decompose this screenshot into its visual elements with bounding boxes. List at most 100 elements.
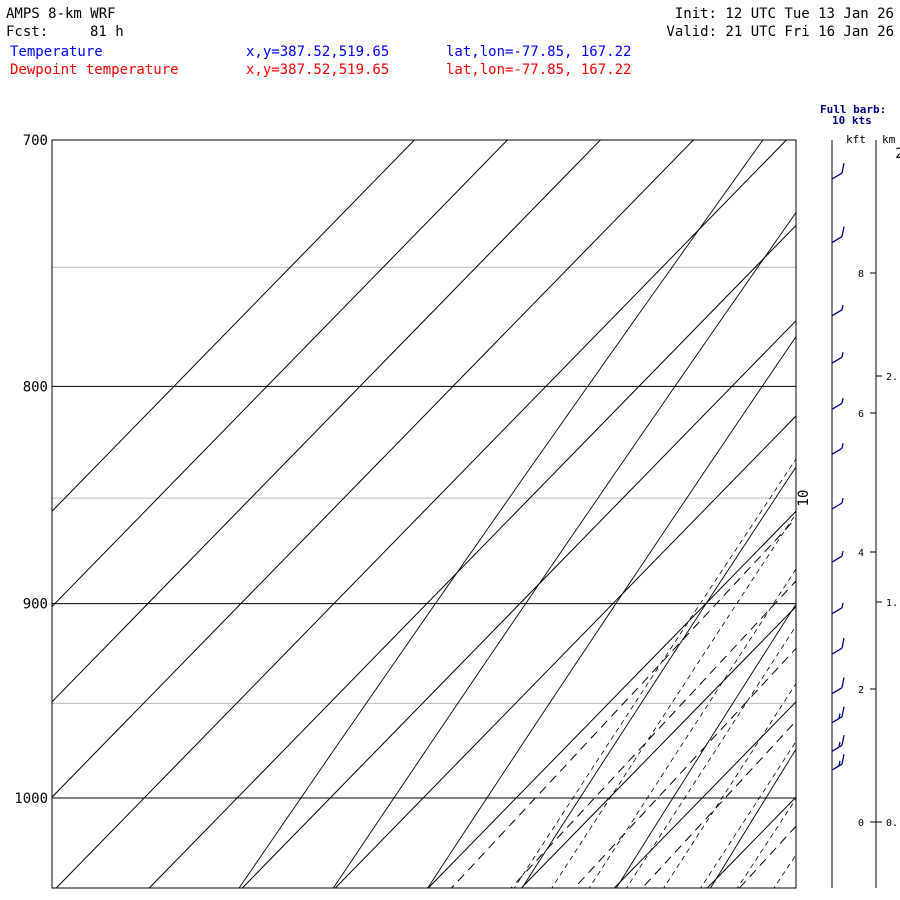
wind-barb-flag [841, 226, 845, 237]
model-title: AMPS 8-km WRF [6, 6, 116, 22]
valid-time: Valid: 21 UTC Fri 16 Jan 26 [666, 24, 894, 40]
wind-barb-half-flag [841, 602, 844, 608]
wind-barb-shaft [831, 402, 843, 410]
pressure-tick-label: 700 [23, 133, 48, 149]
wind-barb-half-flag [841, 551, 844, 557]
wind-barb-shaft [831, 716, 843, 724]
dry-adiabat-line [521, 466, 796, 888]
wind-barb [831, 497, 844, 510]
wind-barb [831, 638, 845, 655]
pressure-tick-label: 1000 [14, 791, 48, 807]
legend-dewpoint-name: Dewpoint temperature [10, 62, 179, 78]
wind-barb [831, 162, 845, 180]
isotherm-line [334, 415, 796, 888]
potential-temperature-label: 220 [895, 146, 900, 162]
isotherm-line [55, 140, 788, 888]
wind-barb [831, 735, 845, 752]
dewpoint-profile-line [882, 140, 900, 761]
legend-dewpoint-latlon: lat,lon=-77.85, 167.22 [446, 62, 632, 78]
isotherm-line [520, 605, 796, 888]
kft-tick-label: 4 [858, 548, 864, 559]
moist-adiabat-label: 10 [796, 490, 812, 507]
barb-legend-line1: Full barb: [820, 103, 887, 116]
kft-tick-label: 0 [858, 818, 864, 829]
km-tick-label: 1. [886, 598, 898, 609]
wind-barb-shaft [831, 447, 843, 455]
wind-barb [831, 551, 844, 563]
isotherm-line [52, 140, 695, 798]
wind-barb-flag [841, 638, 845, 649]
km-axis-label: km [882, 133, 896, 146]
wind-barb-shaft [831, 235, 843, 244]
dry-adiabat-line [710, 748, 796, 888]
dry-adiabat-line [427, 335, 796, 888]
isotherm-line [148, 224, 796, 888]
wind-barb-shaft [831, 647, 843, 655]
wind-barb-shaft [831, 763, 843, 771]
isotherm-line [613, 701, 796, 888]
wind-barb-half-flag [841, 497, 844, 504]
legend-temperature-xy: x,y=387.52,519.65 [246, 44, 390, 60]
legend-dewpoint-xy: x,y=387.52,519.65 [246, 62, 390, 78]
init-time: Init: 12 UTC Tue 13 Jan 26 [674, 6, 894, 22]
isotherm-line [241, 319, 796, 888]
km-tick-label: 2. [886, 372, 898, 383]
isotherm-line [427, 510, 796, 888]
wind-barb [831, 677, 845, 695]
wind-barb-shaft [831, 555, 843, 563]
wind-barb [831, 706, 845, 724]
legend-temperature-name: Temperature [10, 44, 103, 60]
barb-legend-line2: 10 kts [832, 114, 872, 127]
forecast-hour: 81 h [90, 24, 124, 40]
kft-tick-label: 6 [858, 409, 864, 420]
wind-barb [831, 602, 844, 615]
temperature-profile-line [882, 140, 900, 761]
wind-barb-flag [841, 162, 845, 174]
wind-barb [831, 398, 844, 410]
wind-barb-half-flag [841, 398, 844, 404]
wind-barb-shaft [831, 172, 843, 180]
wind-barb [831, 753, 845, 771]
mixing-ratio-line [450, 517, 796, 888]
wind-barb-flag [841, 735, 845, 746]
wind-barb-flag [841, 753, 845, 765]
wind-barb-half-flag [838, 741, 841, 748]
wind-barb-shaft [831, 607, 843, 615]
km-tick-label: 0. [886, 818, 898, 829]
wind-barb-shaft [831, 687, 843, 695]
wind-barb-shaft [831, 502, 843, 510]
pressure-tick-label: 900 [23, 597, 48, 613]
mixing-ratio-line [510, 580, 796, 888]
plot-frame [51, 139, 797, 889]
isotherm-line [52, 140, 509, 608]
kft-tick-label: 2 [858, 685, 864, 696]
forecast-label: Fcst: [6, 24, 49, 40]
wind-barb [831, 352, 844, 364]
wind-barb-shaft [831, 309, 843, 317]
wind-barb [831, 304, 844, 317]
isotherm-line [52, 140, 416, 512]
wind-barb-shaft [831, 744, 843, 752]
wind-barb-half-flag [838, 760, 841, 767]
wind-barb [831, 443, 844, 455]
wind-barb-half-flag [841, 443, 844, 449]
wind-barb-shaft [831, 356, 843, 364]
wind-barb-half-flag [841, 304, 844, 310]
isotherm-line [52, 140, 602, 703]
wind-barb-flag [841, 706, 845, 717]
moist-adiabat-line [513, 458, 796, 888]
plot-background [52, 140, 796, 888]
dry-adiabat-line [615, 603, 796, 888]
kft-axis-label: kft [846, 133, 866, 146]
mixing-ratio-line [573, 647, 796, 888]
dry-adiabat-line [238, 140, 764, 888]
wind-barb-flag [841, 677, 845, 688]
kft-tick-label: 8 [858, 269, 864, 280]
pressure-tick-label: 800 [23, 379, 48, 395]
dry-adiabat-line [332, 211, 796, 888]
wind-barb-half-flag [838, 713, 841, 719]
legend-temperature-latlon: lat,lon=-77.85, 167.22 [446, 44, 632, 60]
wind-barb [831, 226, 845, 244]
wind-barb-half-flag [841, 352, 844, 358]
